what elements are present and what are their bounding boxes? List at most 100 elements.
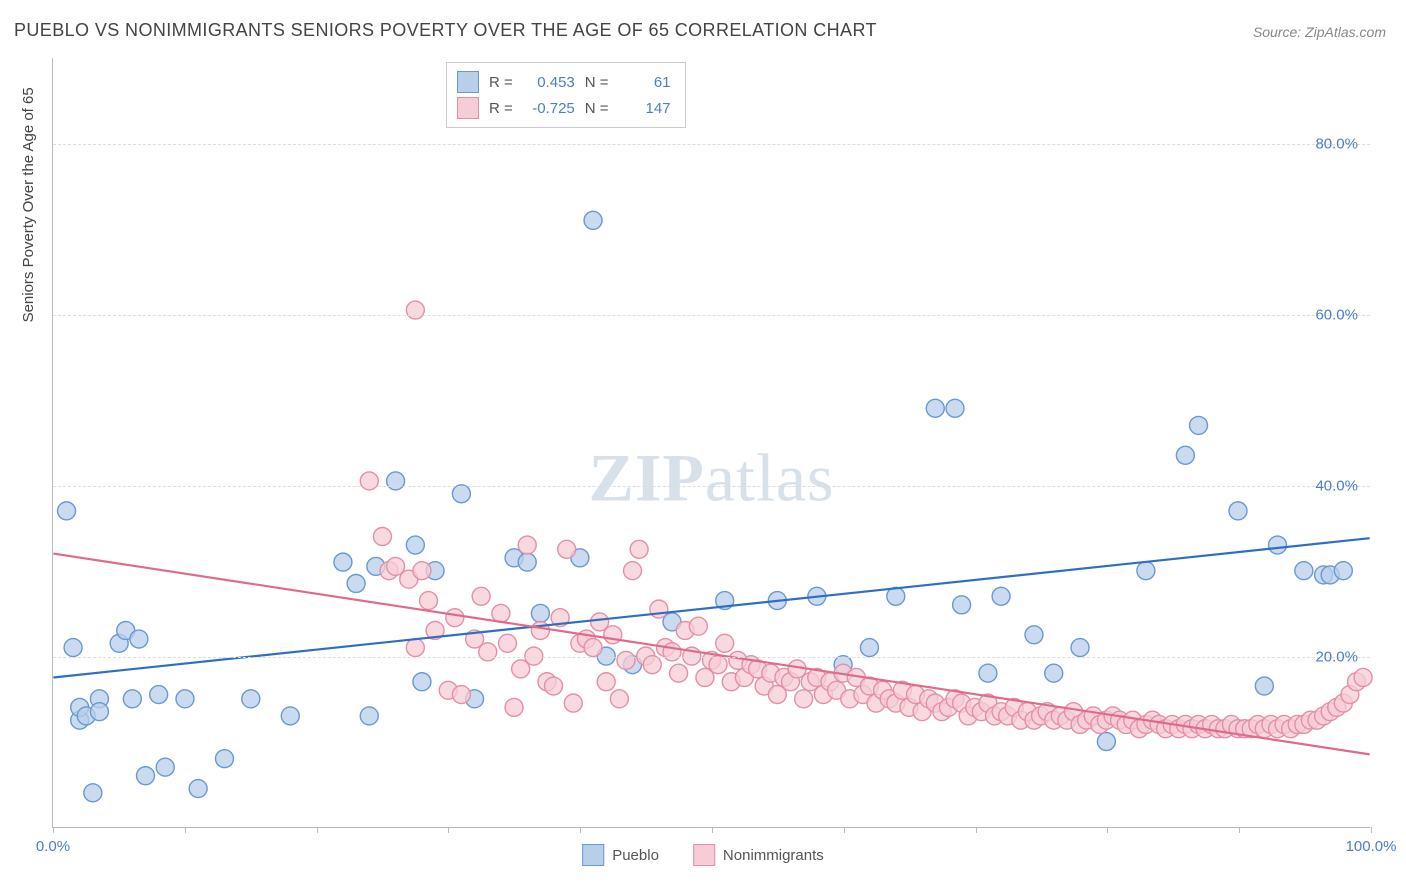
data-point bbox=[215, 750, 233, 768]
legend-swatch-nonimmigrants bbox=[457, 97, 479, 119]
grid-line bbox=[53, 657, 1370, 658]
bottom-legend-pueblo: Pueblo bbox=[582, 844, 659, 866]
data-point bbox=[1071, 639, 1089, 657]
data-point bbox=[492, 604, 510, 622]
data-point bbox=[584, 639, 602, 657]
data-point bbox=[189, 780, 207, 798]
data-point bbox=[452, 485, 470, 503]
data-point bbox=[156, 758, 174, 776]
data-point bbox=[242, 690, 260, 708]
x-tick-label: 100.0% bbox=[1346, 838, 1397, 855]
data-point bbox=[946, 399, 964, 417]
data-point bbox=[413, 562, 431, 580]
data-point bbox=[446, 609, 464, 627]
y-axis-label: Seniors Poverty Over the Age of 65 bbox=[20, 87, 37, 322]
y-tick-label: 60.0% bbox=[1315, 306, 1358, 323]
data-point bbox=[795, 690, 813, 708]
data-point bbox=[130, 630, 148, 648]
r-label: R = bbox=[489, 74, 513, 91]
data-point bbox=[689, 617, 707, 635]
r-label: R = bbox=[489, 100, 513, 117]
data-point bbox=[281, 707, 299, 725]
data-point bbox=[597, 673, 615, 691]
data-point bbox=[926, 399, 944, 417]
bottom-swatch-pueblo bbox=[582, 844, 604, 866]
grid-line bbox=[53, 315, 1370, 316]
data-point bbox=[387, 472, 405, 490]
n-value-nonimmigrants: 147 bbox=[619, 100, 671, 117]
data-point bbox=[1176, 446, 1194, 464]
regression-line bbox=[53, 554, 1369, 755]
source-name: ZipAtlas.com bbox=[1305, 24, 1386, 40]
data-point bbox=[1190, 416, 1208, 434]
bottom-legend-nonimmigrants: Nonimmigrants bbox=[693, 844, 824, 866]
data-point bbox=[1229, 502, 1247, 520]
data-point bbox=[558, 540, 576, 558]
y-tick-label: 40.0% bbox=[1315, 477, 1358, 494]
x-tick bbox=[53, 827, 54, 833]
data-point bbox=[1137, 562, 1155, 580]
data-point bbox=[347, 574, 365, 592]
data-point bbox=[406, 301, 424, 319]
r-value-pueblo: 0.453 bbox=[523, 74, 575, 91]
data-point bbox=[1045, 664, 1063, 682]
data-point bbox=[1295, 562, 1313, 580]
data-point bbox=[624, 562, 642, 580]
data-point bbox=[716, 634, 734, 652]
legend-row-nonimmigrants: R = -0.725 N = 147 bbox=[457, 95, 671, 121]
data-point bbox=[334, 553, 352, 571]
data-point bbox=[643, 656, 661, 674]
data-point bbox=[630, 540, 648, 558]
legend-row-pueblo: R = 0.453 N = 61 bbox=[457, 69, 671, 95]
data-point bbox=[663, 643, 681, 661]
data-point bbox=[650, 600, 668, 618]
data-point bbox=[1354, 668, 1372, 686]
correlation-chart: PUEBLO VS NONIMMIGRANTS SENIORS POVERTY … bbox=[0, 0, 1406, 892]
data-point bbox=[992, 587, 1010, 605]
data-point bbox=[137, 767, 155, 785]
x-tick bbox=[448, 827, 449, 833]
data-point bbox=[505, 698, 523, 716]
data-point bbox=[531, 604, 549, 622]
data-point bbox=[90, 703, 108, 721]
chart-title: PUEBLO VS NONIMMIGRANTS SENIORS POVERTY … bbox=[14, 20, 877, 41]
data-point bbox=[953, 596, 971, 614]
data-point bbox=[406, 639, 424, 657]
x-tick bbox=[976, 827, 977, 833]
data-point bbox=[123, 690, 141, 708]
r-value-nonimmigrants: -0.725 bbox=[523, 100, 575, 117]
data-point bbox=[360, 472, 378, 490]
data-point bbox=[518, 536, 536, 554]
y-tick-label: 20.0% bbox=[1315, 648, 1358, 665]
data-point bbox=[604, 626, 622, 644]
data-point bbox=[360, 707, 378, 725]
data-point bbox=[1255, 677, 1273, 695]
source-attribution: Source: ZipAtlas.com bbox=[1253, 24, 1386, 40]
data-point bbox=[420, 592, 438, 610]
data-point bbox=[1025, 626, 1043, 644]
n-value-pueblo: 61 bbox=[619, 74, 671, 91]
data-point bbox=[406, 536, 424, 554]
source-label: Source: bbox=[1253, 24, 1301, 40]
x-tick bbox=[1107, 827, 1108, 833]
data-point bbox=[610, 690, 628, 708]
legend-swatch-pueblo bbox=[457, 71, 479, 93]
data-point bbox=[84, 784, 102, 802]
data-point bbox=[617, 651, 635, 669]
data-point bbox=[1269, 536, 1287, 554]
x-tick bbox=[317, 827, 318, 833]
data-point bbox=[860, 639, 878, 657]
x-tick bbox=[712, 827, 713, 833]
n-label: N = bbox=[585, 74, 609, 91]
data-point bbox=[564, 694, 582, 712]
data-point bbox=[1334, 562, 1352, 580]
data-point bbox=[479, 643, 497, 661]
stats-legend: R = 0.453 N = 61 R = -0.725 N = 147 bbox=[446, 62, 686, 128]
x-tick bbox=[1371, 827, 1372, 833]
x-tick bbox=[580, 827, 581, 833]
data-point bbox=[584, 211, 602, 229]
x-tick-label: 0.0% bbox=[36, 838, 70, 855]
bottom-legend: Pueblo Nonimmigrants bbox=[582, 844, 824, 866]
data-point bbox=[413, 673, 431, 691]
y-tick-label: 80.0% bbox=[1315, 135, 1358, 152]
